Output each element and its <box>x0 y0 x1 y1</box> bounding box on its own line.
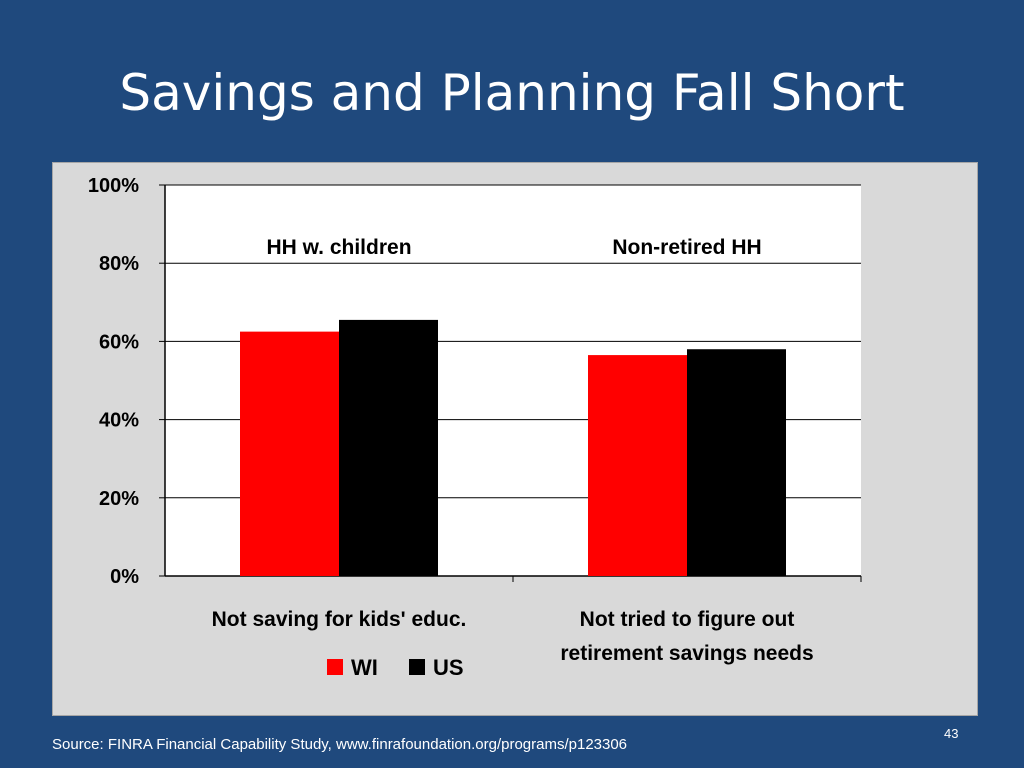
slide-number: 43 <box>944 726 959 741</box>
bar-chart: 0% 20% 40% 60% 80% 100% Not saving for kids' e… <box>88 175 862 680</box>
bar-us <box>339 319 438 576</box>
y-tick-label: 40% <box>99 410 139 432</box>
y-tick-label: 0% <box>110 566 139 588</box>
legend-label-us: US <box>433 655 464 680</box>
y-tick-label: 20% <box>99 488 139 510</box>
bar-wi <box>588 355 687 576</box>
legend-swatch-us <box>409 659 425 675</box>
legend-label-wi: WI <box>351 655 378 680</box>
y-tick-label: 60% <box>99 331 139 353</box>
x-category-label: Not tried to figure out <box>580 608 795 631</box>
bar-us <box>687 349 786 576</box>
source-citation: Source: FINRA Financial Capability Study… <box>52 736 628 753</box>
bar-wi <box>240 331 339 576</box>
chart-frame: 0% 20% 40% 60% 80% 100% Not saving for kids' e… <box>52 162 978 716</box>
y-tick-label: 100% <box>88 175 139 197</box>
y-tick-label: 80% <box>99 253 139 275</box>
x-category-label: retirement savings needs <box>560 642 813 665</box>
group-annotation: HH w. children <box>266 236 411 259</box>
legend-swatch-wi <box>327 659 343 675</box>
group-annotation: Non-retired HH <box>612 236 761 259</box>
slide-title: Savings and Planning Fall Short <box>119 64 905 122</box>
x-category-label: Not saving for kids' educ. <box>212 608 467 631</box>
